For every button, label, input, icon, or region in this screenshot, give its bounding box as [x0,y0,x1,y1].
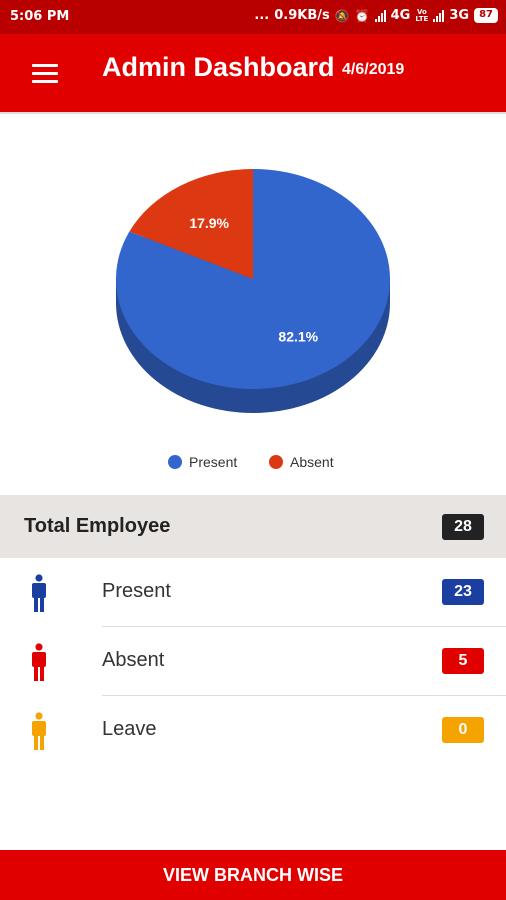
leave-count-badge: 0 [442,717,484,743]
legend-dot-absent [269,455,283,469]
leave-label: Leave [102,718,157,740]
person-leave-icon [32,712,46,750]
legend-item-present[interactable]: Present [168,454,237,470]
legend-label-present: Present [189,454,238,470]
pie-label-present: 82.1% [278,329,318,345]
menu-hamburger-icon[interactable] [32,64,58,84]
present-count-badge: 23 [442,579,484,605]
pie-slice-absent[interactable] [129,169,253,279]
present-row[interactable]: Present 23 [0,558,506,627]
more-dots: ... [254,8,270,23]
legend-item-absent[interactable]: Absent [269,454,334,470]
view-branch-wise-button[interactable]: VIEW BRANCH WISE [0,850,506,900]
total-employee-label: Total Employee [24,515,171,537]
pie-label-absent: 17.9% [189,215,229,231]
absent-row[interactable]: Absent 5 [0,627,506,696]
alarm-clock-icon: ⏰ [354,8,370,23]
row-divider [102,695,506,696]
signal-icon [374,9,386,22]
attendance-pie-chart: 82.1% 17.9% Present Absent [0,112,506,495]
pie-svg: 82.1% 17.9% [116,169,391,413]
net-speed: 0.9KB/s [274,8,330,23]
person-present-icon [32,574,46,612]
dashboard-date: 4/6/2019 [342,61,405,78]
app-bar: Admin Dashboard 4/6/2019 [0,34,506,112]
legend-dot-present [168,455,182,469]
total-employee-badge: 28 [442,513,484,540]
signal-icon-2 [433,9,445,22]
leave-row[interactable]: Leave 0 [0,696,506,765]
volte-icon: Vo LTE [415,7,429,23]
total-employee-row: Total Employee 28 [0,495,506,558]
battery-icon: 87 [474,8,498,23]
alarm-off-icon: 🔕 [334,8,350,23]
status-icons: ... 0.9KB/s 🔕 ⏰ 4G Vo LTE 3G 87 [254,8,498,23]
absent-label: Absent [102,649,165,671]
network-type-1: 4G [390,8,411,23]
network-type-2: 3G [449,8,470,23]
absent-count-badge: 5 [442,648,484,674]
present-label: Present [102,580,171,602]
status-time: 5:06 PM [10,9,70,24]
person-absent-icon [32,643,46,681]
row-divider [102,626,506,627]
status-bar: 5:06 PM ... 0.9KB/s 🔕 ⏰ 4G Vo LTE 3G 87 [0,0,506,34]
page-title: Admin Dashboard [102,52,335,82]
legend-label-absent: Absent [290,454,334,470]
